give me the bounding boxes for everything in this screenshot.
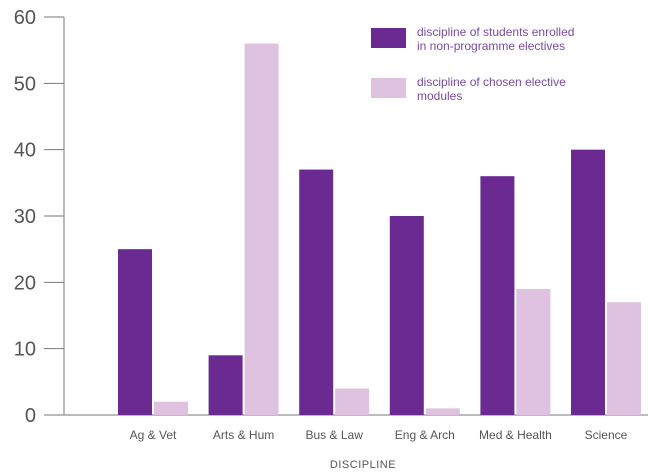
category-label: Science <box>585 428 628 442</box>
y-tick-label: 60 <box>14 7 36 29</box>
y-tick-label: 20 <box>14 272 36 294</box>
bar-modules-3 <box>425 408 460 415</box>
legend-label: discipline of students enrolled <box>417 25 574 39</box>
category-labels: Ag & Vet Arts & Hum Bus & Law Eng & Arch Med… <box>130 428 628 442</box>
bar-modules-2 <box>335 388 370 415</box>
y-tick-label: 40 <box>14 140 36 162</box>
x-axis-title: DISCIPLINE <box>330 459 396 471</box>
legend-swatch-1 <box>371 78 406 98</box>
bars <box>118 43 641 416</box>
y-tick-labels: 0 10 20 30 40 50 60 <box>14 7 64 427</box>
bar-modules-4 <box>516 288 551 415</box>
y-tick-label: 10 <box>14 339 36 361</box>
category-label: Arts & Hum <box>213 428 274 442</box>
legend-swatch-0 <box>371 28 406 48</box>
bar-modules-5 <box>607 302 641 415</box>
legend-label: in non-programme electives <box>417 39 565 53</box>
bar-modules-0 <box>154 401 188 415</box>
legend-label: modules <box>417 89 462 103</box>
bar-students-0 <box>118 249 152 415</box>
y-tick-label: 30 <box>14 206 36 228</box>
legend-label: discipline of chosen elective <box>417 75 566 89</box>
category-label: Ag & Vet <box>130 428 177 442</box>
y-tick-label: 50 <box>14 73 36 95</box>
bar-modules-1 <box>244 43 279 416</box>
bar-students-4 <box>480 176 515 415</box>
category-label: Med & Health <box>479 428 552 442</box>
bar-students-1 <box>208 355 243 415</box>
bar-students-3 <box>389 216 424 415</box>
bar-students-2 <box>299 169 334 415</box>
y-tick-label: 0 <box>25 405 36 427</box>
bar-students-5 <box>571 149 605 415</box>
category-label: Eng & Arch <box>395 428 455 442</box>
category-label: Bus & Law <box>306 428 364 442</box>
